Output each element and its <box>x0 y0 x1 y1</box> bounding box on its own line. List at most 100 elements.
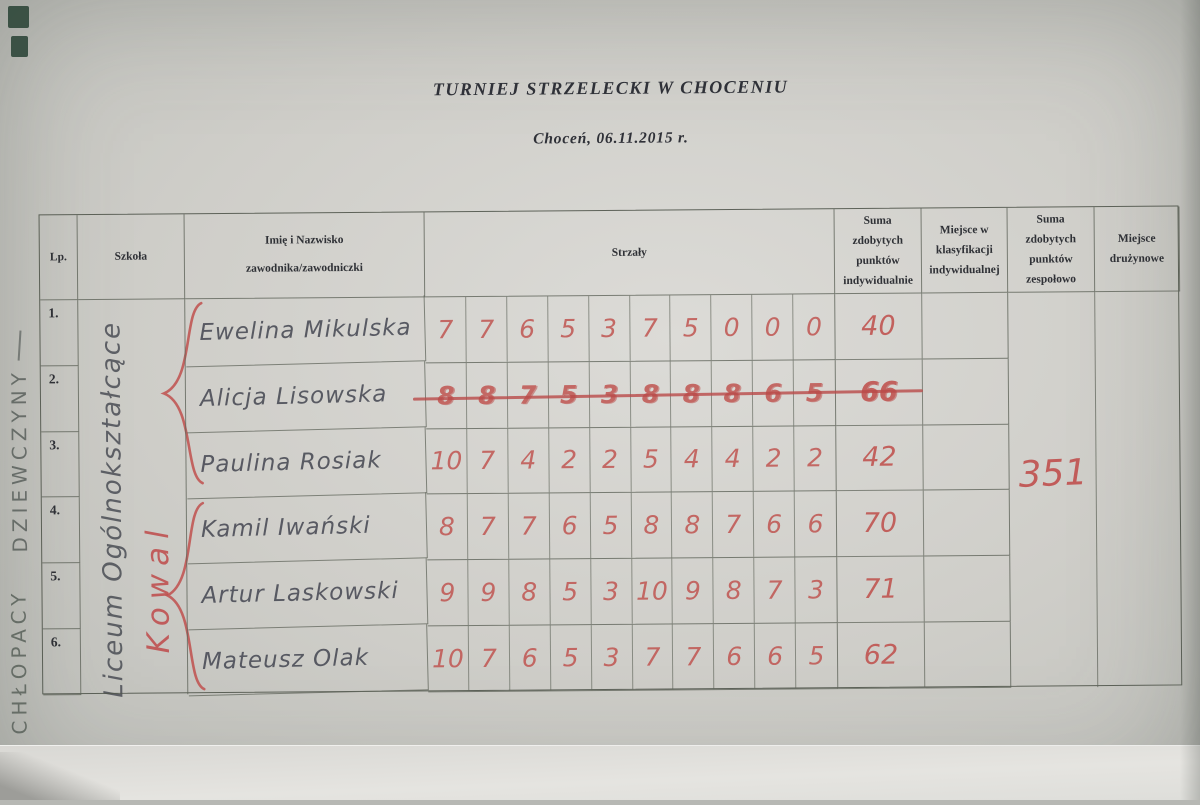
dark-corner-mark <box>8 6 29 28</box>
sum-individual: 42 <box>836 425 924 492</box>
shot-value: 3 <box>590 558 633 625</box>
header-shots: Strzały <box>424 209 836 298</box>
results-table: Lp. Szkoła Imię i Nazwisko zawodnika/zaw… <box>38 205 1183 697</box>
header-place-team: Miejsce drużynowe <box>1094 206 1181 293</box>
shot-value: 6 <box>754 623 797 689</box>
shot-value: 8 <box>426 494 469 560</box>
competitor-name: Kamil Iwański <box>186 492 428 565</box>
header-sum-team: Suma zdobytych punktów zespołowo <box>1007 207 1096 293</box>
pencil-stroke <box>17 330 22 361</box>
place-individual-cell <box>923 490 1011 557</box>
shot-value: 6 <box>509 625 551 691</box>
competitor-name: Ewelina Mikulska <box>184 295 427 368</box>
sum-individual: 70 <box>836 490 925 558</box>
lp-cell: 3. <box>41 431 80 498</box>
shot-value: 6 <box>753 491 796 557</box>
shot-value: 5 <box>808 641 825 671</box>
header-name: Imię i Nazwisko zawodnika/zawodniczki <box>184 212 426 300</box>
shot-value: 8 <box>425 362 468 428</box>
margin-note-boys: CHŁOPACY <box>6 588 32 735</box>
dark-corner-mark <box>11 36 28 57</box>
shot-value: 4 <box>671 426 714 492</box>
shot-value: 7 <box>629 295 672 361</box>
shot-value: 7 <box>467 428 509 494</box>
sum-individual: 40 <box>835 293 923 360</box>
shot-value: 4 <box>508 427 550 494</box>
shot-value: 8 <box>466 362 509 428</box>
bottom-left-shadow <box>0 752 120 800</box>
shot-value: 3 <box>588 295 631 361</box>
team-place-cell <box>1095 291 1183 686</box>
shot-value: 2 <box>806 443 824 473</box>
shot-value: 0 <box>711 294 753 360</box>
shot-value: 3 <box>591 624 633 690</box>
shot-value: 10 <box>427 626 470 692</box>
shot-value: 5 <box>550 625 592 691</box>
header-sum-individual: Suma zdobytych punktów indywidualnie <box>834 208 923 295</box>
shot-value: 7 <box>713 492 755 558</box>
shot-value: 5 <box>670 295 712 361</box>
shot-value: 5 <box>590 493 632 559</box>
shot-value: 6 <box>714 623 756 689</box>
competitor-name: Mateusz Olak <box>187 624 429 697</box>
shot-value: 5 <box>549 559 592 625</box>
shot-value: 7 <box>673 624 715 690</box>
shot-value: 6 <box>807 509 824 539</box>
header-school: Szkoła <box>77 214 186 301</box>
place-individual-cell <box>922 292 1009 360</box>
shot-value: 0 <box>752 294 794 360</box>
shot-value: 4 <box>712 426 754 492</box>
school-column-cell <box>78 299 189 695</box>
shot-value: 9 <box>427 560 469 626</box>
shot-value: 2 <box>548 427 591 493</box>
shot-value: 7 <box>632 624 674 690</box>
place-individual-cell <box>922 358 1010 426</box>
margin-note-girls: DZIEWCZYNY <box>6 367 33 553</box>
document-date: Choceń, 06.11.2015 r. <box>533 129 689 148</box>
paper-bottom-edge <box>0 745 1200 800</box>
lp-cell: 5. <box>42 563 81 630</box>
document-title: TURNIEJ STRZELECKI W CHOCENIU <box>432 76 789 100</box>
header-lp: Lp. <box>39 215 79 301</box>
lp-cell: 1. <box>40 300 79 367</box>
shot-value: 0 <box>805 312 823 342</box>
right-edge-shadow <box>1180 0 1200 800</box>
shot-value: 8 <box>672 492 714 558</box>
shot-value: 9 <box>672 558 715 624</box>
lp-cell: 2. <box>40 365 80 432</box>
competitor-name: Artur Laskowski <box>186 558 429 631</box>
shot-value: 8 <box>509 559 551 625</box>
red-group-braces <box>160 301 206 691</box>
shot-value: 2 <box>589 427 632 493</box>
shot-value: 5 <box>630 427 673 493</box>
shot-value: 2 <box>753 426 795 492</box>
shot-value: 7 <box>468 625 511 691</box>
shot-value: 7 <box>508 493 550 559</box>
shots-row: 10 7 6 5 3 7 7 6 6 5 <box>427 623 839 693</box>
lp-cell: 6. <box>42 629 82 696</box>
header-place-individual: Miejsce w klasyfikacji indywidualnej <box>921 207 1009 294</box>
place-individual-cell <box>924 555 1011 623</box>
shots-row: 9 9 8 5 3 10 9 8 7 3 <box>427 557 838 627</box>
place-individual-cell <box>924 621 1012 689</box>
team-sum-value: 351 <box>1017 451 1088 496</box>
shot-value: 8 <box>631 492 673 558</box>
shot-value: 7 <box>467 494 510 560</box>
shot-value: 6 <box>549 493 591 559</box>
shot-value: 9 <box>468 559 510 626</box>
sum-individual: 71 <box>837 556 925 624</box>
shot-value: 5 <box>547 296 590 362</box>
team-sum-cell: 351 <box>1008 292 1099 688</box>
sum-individual: 62 <box>837 622 926 689</box>
shot-value: 10 <box>426 428 468 494</box>
shot-value: 3 <box>807 575 825 605</box>
place-individual-cell <box>923 424 1010 491</box>
lp-cell: 4. <box>41 497 81 564</box>
shot-value: 7 <box>425 297 467 363</box>
shot-value: 8 <box>713 557 755 624</box>
competitor-name: Alicja Lisowska <box>185 361 427 433</box>
